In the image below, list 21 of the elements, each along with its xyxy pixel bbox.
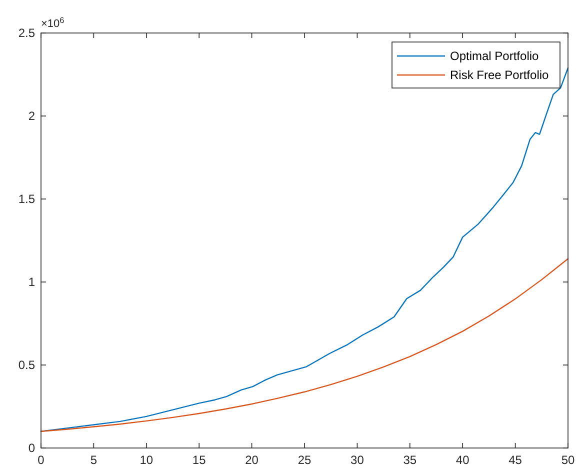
y-tick-label: 1.5	[18, 192, 36, 206]
y-tick-label: 0	[28, 441, 36, 455]
x-tick-label: 45	[508, 453, 522, 467]
x-tick-label: 35	[403, 453, 417, 467]
x-tick-label: 30	[350, 453, 364, 467]
x-tick-label: 10	[140, 453, 154, 467]
y-tick-label: 1	[28, 275, 36, 289]
line-series	[40, 258, 569, 432]
x-tick-label: 0	[38, 453, 45, 467]
x-tick-label: 40	[456, 453, 470, 467]
x-tick-label: 25	[298, 453, 312, 467]
y-tick-label: 2	[28, 109, 36, 123]
text: ×10$^{6}$	[41, 16, 65, 30]
x-tick-label: 20	[245, 453, 259, 467]
legend-label: Optimal Portfolio	[450, 49, 540, 63]
x-tick-label: 5	[90, 453, 98, 467]
legend-label: Risk Free Portfolio	[450, 68, 550, 82]
y-tick-label: 2.5	[18, 26, 36, 40]
y-tick-label: 0.5	[18, 358, 36, 372]
x-tick-label: 15	[192, 453, 206, 467]
x-tick-label: 50	[561, 453, 575, 467]
